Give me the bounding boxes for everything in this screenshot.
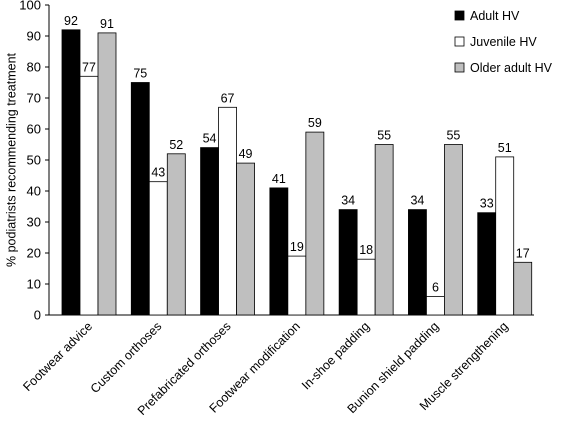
bar-older-adult-hv [374, 144, 394, 316]
data-label: 34 [410, 194, 424, 208]
data-label: 34 [341, 194, 355, 208]
y-axis-title: % podiatrists recommending treatment [4, 52, 18, 267]
data-label: 59 [308, 116, 322, 130]
y-tick-label: 80 [27, 60, 41, 75]
legend-label: Older adult HV [470, 61, 553, 75]
y-tick-label: 60 [27, 122, 41, 137]
data-label: 33 [480, 197, 494, 211]
data-label: 55 [446, 129, 460, 143]
legend-label: Juvenile HV [470, 35, 537, 49]
legend-swatch [454, 62, 465, 73]
data-label: 6 [432, 280, 439, 294]
y-tick-label: 10 [27, 277, 41, 292]
bar-adult-hv [200, 147, 219, 316]
axes: 0 10 20 30 40 50 60 70 80 90 100 [19, 0, 534, 323]
bar-older-adult-hv [166, 153, 186, 316]
data-label: 49 [239, 147, 253, 161]
bar-juvenile-hv [79, 75, 99, 316]
y-tick-label: 100 [19, 0, 41, 13]
y-tick-label: 20 [27, 246, 41, 261]
bar-adult-hv [269, 187, 289, 316]
data-label: 55 [377, 129, 391, 143]
bar-juvenile-hv [495, 156, 515, 316]
data-label: 17 [516, 246, 530, 260]
category-label: Footwear advice [20, 319, 95, 394]
data-label: 41 [272, 172, 286, 186]
bar-juvenile-hv [218, 106, 237, 316]
bar-adult-hv [130, 82, 150, 316]
bar-adult-hv [477, 212, 497, 316]
y-tick-label: 70 [27, 91, 41, 106]
y-tick-label: 40 [27, 184, 41, 199]
y-tick-label: 30 [27, 215, 41, 230]
bar-juvenile-hv [287, 255, 307, 316]
category-label: In-shoe padding [299, 319, 372, 392]
bar-juvenile-hv [356, 258, 376, 316]
bar-older-adult-hv [97, 32, 117, 316]
bar-juvenile-hv [426, 295, 445, 316]
legend-swatch [454, 10, 465, 21]
bar-adult-hv [338, 209, 358, 316]
data-labels-group: 92 77 91 75 43 52 54 67 49 41 19 59 34 18 55 34 6 55 33 51 1… [64, 14, 530, 295]
bar-adult-hv [61, 29, 81, 316]
data-label: 92 [64, 14, 78, 28]
bar-older-adult-hv [444, 144, 463, 316]
bar-juvenile-hv [148, 181, 168, 316]
bars-group [61, 29, 533, 316]
data-label: 91 [100, 17, 114, 31]
data-label: 67 [221, 91, 235, 105]
data-label: 19 [290, 240, 304, 254]
data-label: 77 [82, 60, 96, 74]
data-label: 43 [151, 166, 165, 180]
bar-older-adult-hv [513, 261, 533, 316]
data-label: 51 [498, 141, 512, 155]
legend-swatch [454, 36, 465, 47]
legend: Adult HV Juvenile HV Older adult HV [454, 9, 553, 75]
bar-older-adult-hv [236, 162, 255, 316]
data-label: 18 [359, 243, 373, 257]
y-tick-label: 0 [34, 308, 41, 323]
bar-older-adult-hv [305, 131, 325, 316]
y-tick-label: 50 [27, 153, 41, 168]
y-tick-label: 90 [27, 29, 41, 44]
data-label: 54 [203, 132, 217, 146]
data-label: 52 [169, 138, 183, 152]
category-label: Custom orthoses [88, 319, 165, 396]
legend-label: Adult HV [470, 9, 520, 23]
data-label: 75 [133, 67, 147, 81]
bar-adult-hv [408, 209, 427, 316]
